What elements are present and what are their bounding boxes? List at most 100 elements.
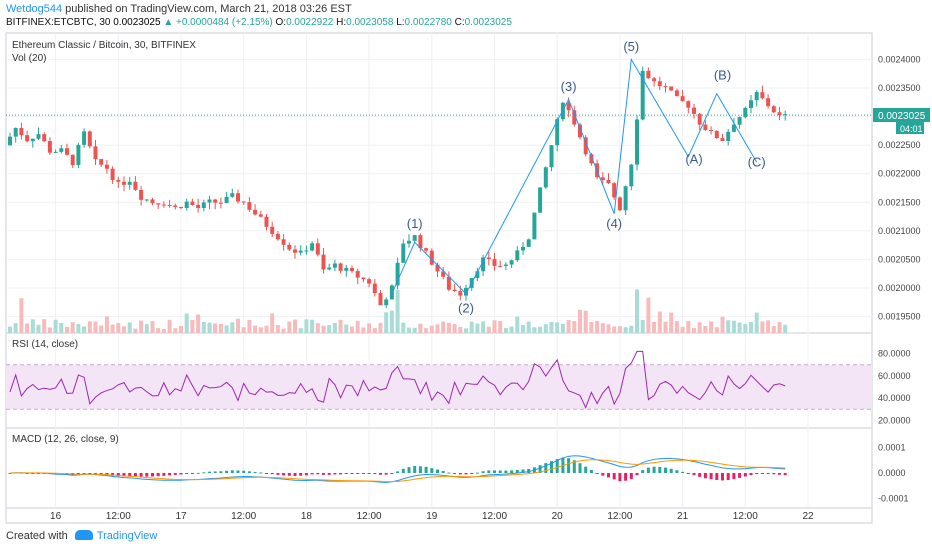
countdown-tag — [896, 122, 924, 134]
macd-hist-bar — [669, 468, 673, 473]
volume-bar — [207, 322, 212, 333]
candle-body — [714, 130, 719, 138]
macd-hist-bar — [219, 471, 223, 473]
macd-hist-bar — [721, 473, 724, 481]
candle-body — [492, 259, 497, 266]
macd-hist-bar — [686, 473, 690, 474]
candle-body — [310, 243, 315, 251]
candle-body — [241, 201, 246, 203]
volume-bar — [720, 316, 725, 333]
candle-body — [350, 267, 354, 272]
volume-bar — [709, 321, 714, 333]
macd-hist-bar — [396, 471, 400, 473]
volume-bar — [418, 323, 423, 333]
candle-body — [201, 202, 206, 209]
candle-body — [401, 243, 406, 263]
candle-body — [669, 86, 674, 91]
candle-body — [549, 145, 554, 168]
volume-bar — [19, 298, 24, 333]
macd-hist-bar — [601, 473, 605, 476]
macd-hist-bar — [481, 471, 485, 473]
volume-bar — [486, 326, 491, 333]
candle-body — [264, 216, 269, 227]
candle-body — [36, 134, 41, 139]
volume-bar — [179, 325, 183, 333]
candle-body — [247, 202, 252, 210]
volume-bar — [686, 320, 691, 333]
volume-bar — [139, 320, 144, 333]
price-axis[interactable]: 0.00240000.00235000.00230000.00225000.00… — [878, 54, 921, 503]
candle-body — [526, 239, 531, 247]
macd-hist-bar — [635, 473, 639, 476]
volume-bar — [549, 321, 554, 333]
volume-bar — [275, 325, 280, 333]
wave-label: (1) — [407, 216, 423, 231]
time-axis[interactable]: 16 12:00 17 12:00 18 12:00 19 12:00 20 12:00 21 12:… — [50, 511, 814, 522]
low-value: 0.0022780 — [404, 17, 452, 28]
volume-bar — [361, 327, 366, 333]
volume-bar — [703, 325, 708, 333]
candle-body — [53, 151, 58, 153]
high-label: H: — [336, 17, 347, 28]
volume-bar — [452, 324, 457, 333]
macd-hist-bar — [453, 473, 457, 474]
author-link[interactable]: Wetdog544 — [6, 3, 63, 15]
candle-body — [600, 177, 605, 180]
volume-bar — [754, 312, 759, 333]
macd-hist-bar — [441, 470, 445, 473]
macd-hist-bar — [607, 473, 610, 478]
volume-bar — [555, 322, 560, 333]
volume-bar — [196, 314, 201, 333]
volume-bar — [572, 321, 577, 333]
rsi-pane-title: RSI (14, close) — [12, 339, 78, 350]
time-tick: 21 — [677, 511, 689, 522]
volume-bar — [714, 327, 719, 333]
time-tick: 12:00 — [231, 511, 256, 522]
macd-hist-bar — [361, 473, 365, 474]
macd-hist-bar — [755, 473, 759, 474]
volume-bar — [327, 325, 332, 333]
candle-body — [42, 134, 47, 142]
volume-bar — [30, 319, 35, 333]
volume-bar — [372, 328, 377, 333]
candle-body — [127, 181, 132, 185]
macd-hist-bar — [242, 470, 246, 473]
volume-bar — [82, 326, 87, 333]
macd-hist-bar — [151, 473, 154, 477]
high-value: 0.0023058 — [346, 17, 394, 28]
rsi-pane — [6, 350, 872, 410]
macd-hist-bar — [122, 473, 126, 477]
candle-body — [184, 201, 189, 209]
candle-body — [412, 235, 417, 241]
volume-bar — [407, 327, 411, 333]
rsi-tick: 60.0000 — [878, 371, 911, 381]
volume-bar — [657, 311, 662, 333]
candle-body — [503, 264, 508, 266]
macd-hist-bar — [618, 473, 622, 482]
macd-hist-bar — [133, 473, 137, 477]
tradingview-link[interactable]: TradingView — [96, 530, 158, 542]
rsi-tick: 40.0000 — [878, 393, 911, 403]
volume-bar — [532, 327, 537, 333]
macd-hist-bar — [646, 467, 650, 473]
macd-hist-bar — [703, 473, 707, 479]
candle-body — [224, 196, 229, 204]
macd-hist-bar — [430, 468, 434, 473]
time-tick: 16 — [50, 511, 62, 522]
volume-bar — [777, 322, 782, 333]
candle-body — [652, 78, 657, 82]
candle-body — [686, 101, 691, 108]
volume-bar — [53, 319, 58, 333]
macd-hist-bar — [265, 473, 268, 474]
volume-bar — [595, 320, 600, 333]
wave-label: (2) — [458, 301, 474, 316]
candle-body — [766, 98, 771, 107]
candle-body — [167, 204, 172, 206]
candle-body — [515, 250, 520, 261]
volume-bar — [749, 322, 753, 333]
candle-body — [407, 240, 411, 244]
volume-bar — [771, 326, 776, 333]
price-tick: 0.0020000 — [878, 283, 921, 293]
macd-hist-bar — [333, 473, 337, 475]
